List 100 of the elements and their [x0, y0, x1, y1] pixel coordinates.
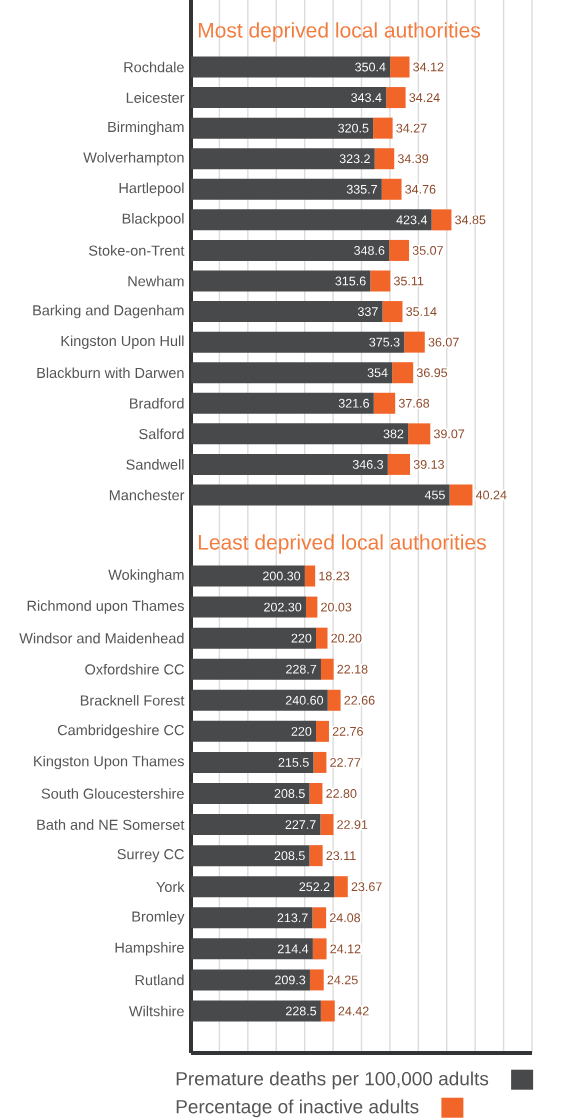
bar [191, 301, 383, 323]
y-tick-label: Manchester [109, 489, 185, 501]
y-tick-label: Wiltshire [128, 1005, 184, 1017]
data-label: 346.3 [352, 459, 384, 469]
bar [309, 845, 323, 867]
bar [191, 148, 375, 170]
data-label: 23.67 [351, 882, 382, 892]
bar [327, 689, 341, 711]
bar [191, 969, 310, 991]
y-tick-label: York [156, 881, 185, 893]
bar [191, 56, 391, 78]
data-label: 228.7 [286, 664, 317, 674]
y-tick-label: Birmingham [108, 121, 184, 135]
data-label: 24.12 [330, 944, 361, 954]
bar [191, 627, 317, 649]
bar [449, 484, 473, 506]
bar [334, 876, 348, 898]
bar [316, 627, 328, 649]
data-label: 208.5 [274, 789, 305, 798]
data-label: 20.20 [331, 633, 362, 643]
data-label: 22.66 [344, 695, 375, 705]
y-tick-label: Bath and NE Somerset [37, 819, 185, 830]
data-label: 22.91 [337, 820, 368, 829]
bar [309, 969, 324, 991]
bar [382, 301, 403, 323]
y-tick-label: Surrey CC [117, 849, 184, 863]
data-label: 348.6 [354, 245, 385, 255]
bar [373, 117, 393, 139]
data-label: 350.4 [355, 62, 386, 72]
bar [191, 178, 382, 200]
bar [191, 783, 310, 804]
legend-label: Percentage of inactive adults [176, 1099, 419, 1118]
bar [191, 117, 374, 139]
bar [191, 596, 306, 618]
data-label: 320.5 [338, 123, 369, 133]
y-tick-label: Richmond upon Thames [27, 600, 184, 614]
data-label: 39.07 [433, 429, 465, 439]
y-tick-label: Newham [128, 275, 184, 287]
data-label: 240.60 [285, 695, 324, 705]
data-label: 214.4 [278, 944, 309, 954]
y-tick-label: Blackburn with Darwen [37, 367, 184, 379]
bar [191, 362, 393, 384]
bar [312, 938, 327, 960]
y-tick-label: Stoke-on-Trent [88, 245, 185, 256]
data-label: 315.6 [335, 276, 366, 286]
data-label: 24.08 [329, 913, 361, 923]
y-tick-label: Bracknell Forest [80, 694, 185, 706]
data-label: 423.4 [396, 215, 428, 225]
bar [191, 907, 313, 929]
y-tick-label: Blackpool [122, 213, 184, 227]
bar [312, 907, 327, 929]
data-label: 22.80 [326, 789, 357, 798]
legend-label: Premature deaths per 100,000 adults [176, 1071, 489, 1090]
data-label: 200.30 [263, 571, 301, 581]
bar [408, 423, 431, 445]
bar [191, 751, 314, 773]
bar [191, 484, 450, 506]
y-tick-label: Oxfordshire CC [85, 663, 184, 675]
y-tick-label: Windsor and Maidenhead [19, 632, 184, 644]
data-label: 35.07 [412, 245, 443, 255]
bar [191, 689, 328, 711]
data-label: 34.24 [409, 93, 440, 102]
data-label: 213.7 [277, 913, 308, 923]
chart-title: Most deprived local authorities [198, 22, 481, 42]
data-label: 375.3 [369, 337, 400, 347]
bar [191, 270, 371, 292]
bar [191, 565, 305, 587]
bar [374, 148, 395, 170]
bar [191, 239, 390, 261]
bar [386, 87, 406, 109]
y-tick-label: Leicester [126, 92, 185, 103]
bar [404, 331, 425, 353]
bar [370, 270, 391, 292]
data-label: 228.5 [286, 1006, 317, 1016]
bar [313, 751, 327, 773]
data-label: 382 [383, 429, 404, 439]
data-label: 220 [291, 726, 312, 736]
y-tick-label: Rutland [135, 974, 184, 986]
data-label: 36.07 [428, 337, 459, 347]
y-tick-label: Kingston Upon Hull [61, 335, 184, 349]
bar [191, 392, 374, 414]
y-tick-label: Sandwell [126, 459, 184, 470]
data-label: 34.39 [397, 154, 429, 164]
bar [316, 720, 329, 742]
data-label: 35.14 [406, 307, 437, 316]
y-tick-label: Cambridgeshire CC [57, 724, 184, 739]
bar [387, 453, 411, 475]
data-label: 343.4 [351, 93, 382, 102]
bar [191, 331, 405, 353]
y-tick-label: Kingston Upon Thames [34, 755, 184, 770]
data-label: 18.23 [319, 571, 350, 581]
y-tick-label: Hampshire [115, 942, 184, 956]
bar [191, 423, 409, 445]
data-label: 35.11 [393, 276, 424, 286]
y-tick-label: Wokingham [108, 569, 184, 583]
bar [431, 209, 452, 231]
bar [191, 876, 335, 898]
bar [191, 938, 313, 960]
data-label: 323.2 [339, 154, 370, 164]
data-label: 252.2 [299, 882, 330, 892]
